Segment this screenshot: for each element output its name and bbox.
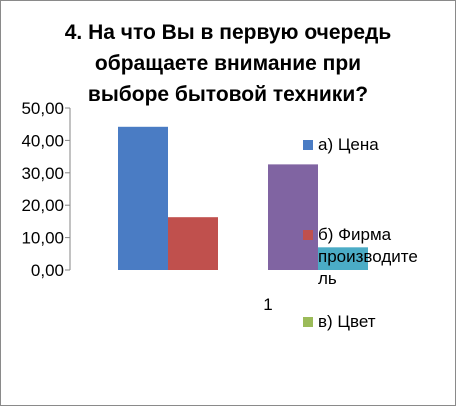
y-tick-label: 40,00 (21, 131, 64, 150)
legend: а) Цена б) Фирма производите ль в) Цвет (303, 135, 418, 331)
x-category-label: 1 (263, 295, 272, 314)
bar (268, 164, 318, 270)
bar (118, 126, 168, 271)
legend-label: производите (318, 247, 418, 266)
plot-area: 0,00 10,00 20,00 30,00 40,00 50,00 1 (21, 99, 368, 314)
y-tick-label: 50,00 (21, 99, 64, 118)
y-tick-label: 20,00 (21, 196, 64, 215)
legend-label: а) Цена (318, 135, 379, 154)
bar (318, 247, 368, 270)
chart-title-line-1: 4. На что Вы в первую очередь (65, 21, 392, 44)
legend-swatch (303, 317, 313, 327)
chart-title-line-3: выборе бытовой техники? (88, 83, 368, 106)
legend-label: б) Фирма (318, 225, 392, 244)
y-tick-label: 30,00 (21, 164, 64, 183)
y-tick-label: 0,00 (31, 261, 64, 280)
bar (168, 217, 218, 270)
legend-swatch (303, 140, 313, 150)
legend-swatch (303, 230, 313, 240)
legend-label: в) Цвет (318, 312, 376, 331)
y-tick-label: 10,00 (21, 229, 64, 248)
chart-title: 4. На что Вы в первую очередь обращаете … (65, 21, 392, 106)
legend-label: ль (318, 269, 337, 288)
chart-title-line-2: обращаете внимание при (95, 52, 361, 75)
